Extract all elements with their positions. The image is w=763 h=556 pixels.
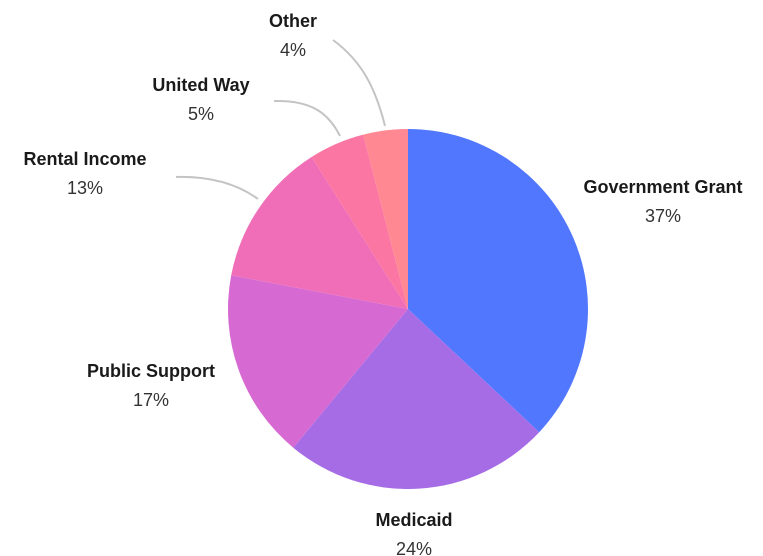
slice-label-rental-income: Rental Income: [23, 149, 146, 169]
leader-line-rental-income: [175, 175, 259, 200]
leader-line-united-way: [273, 99, 341, 137]
leader-lines: [175, 39, 386, 200]
slice-labels: Government Grant 37% Medicaid 24% Public Sup…: [23, 11, 742, 556]
pie-slice-united-way: [311, 134, 408, 309]
leader-line-other: [332, 39, 386, 127]
pie-slice-public-support: [228, 275, 408, 448]
slice-percent-other: 4%: [280, 40, 306, 60]
slice-label-government-grant: Government Grant: [583, 177, 742, 197]
slice-percent-public-support: 17%: [133, 390, 169, 410]
pie-slice-rental-income: [231, 157, 408, 309]
pie-slices: [228, 129, 588, 489]
slice-label-public-support: Public Support: [87, 361, 215, 381]
slice-percent-rental-income: 13%: [67, 178, 103, 198]
pie-slice-medicaid: [293, 309, 540, 489]
slice-percent-medicaid: 24%: [396, 539, 432, 556]
slice-percent-united-way: 5%: [188, 104, 214, 124]
slice-label-united-way: United Way: [152, 75, 249, 95]
slice-label-other: Other: [269, 11, 317, 31]
slice-percent-government-grant: 37%: [645, 206, 681, 226]
pie-slice-other: [363, 129, 408, 309]
slice-label-medicaid: Medicaid: [375, 510, 452, 530]
pie-slice-government-grant: [408, 129, 588, 433]
